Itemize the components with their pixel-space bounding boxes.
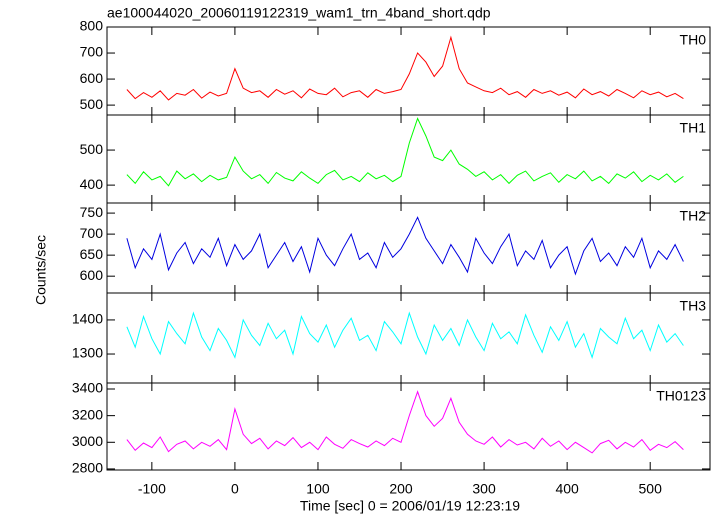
y-tick-label: 3200 bbox=[72, 406, 103, 422]
data-line bbox=[126, 35, 684, 101]
y-tick-label: 750 bbox=[80, 204, 104, 220]
y-tick-label: 3000 bbox=[72, 433, 103, 449]
x-tick-label: 400 bbox=[555, 481, 579, 497]
x-tick-label: 200 bbox=[389, 481, 413, 497]
y-tick-label: 600 bbox=[80, 267, 104, 283]
x-tick-label: 0 bbox=[231, 481, 239, 497]
panel-label: TH2 bbox=[680, 208, 707, 224]
data-line bbox=[126, 390, 684, 454]
panel-frame bbox=[106, 26, 711, 116]
data-line bbox=[126, 117, 684, 187]
y-tick-label: 1300 bbox=[72, 345, 103, 361]
panel-frame bbox=[106, 292, 711, 384]
panel-label: TH0 bbox=[680, 32, 707, 48]
y-tick-label: 3400 bbox=[72, 380, 103, 396]
y-tick-label: 1400 bbox=[72, 311, 103, 327]
x-tick-label: 500 bbox=[639, 481, 663, 497]
y-axis-label: Counts/sec bbox=[33, 235, 49, 305]
data-line bbox=[126, 216, 684, 276]
panel-label: TH1 bbox=[680, 120, 707, 136]
x-tick-label: 300 bbox=[472, 481, 496, 497]
y-tick-label: 2800 bbox=[72, 460, 103, 476]
y-tick-label: 500 bbox=[80, 96, 104, 112]
y-tick-label: 650 bbox=[80, 246, 104, 262]
y-tick-label: 400 bbox=[80, 176, 104, 192]
x-tick-label: -100 bbox=[138, 481, 166, 497]
x-axis-label: Time [sec] 0 = 2006/01/19 12:23:19 bbox=[300, 498, 520, 514]
data-line bbox=[126, 311, 684, 360]
panel-label: TH3 bbox=[680, 298, 707, 314]
panel-frame bbox=[106, 382, 711, 471]
y-tick-label: 600 bbox=[80, 70, 104, 86]
y-tick-label: 700 bbox=[80, 44, 104, 60]
panel-frame bbox=[106, 114, 711, 204]
panel-label: TH0123 bbox=[656, 388, 706, 404]
x-tick-label: 100 bbox=[306, 481, 330, 497]
y-tick-label: 800 bbox=[80, 18, 104, 34]
y-tick-label: 500 bbox=[80, 141, 104, 157]
chart-title: ae100044020_20060119122319_wam1_trn_4ban… bbox=[107, 5, 491, 21]
panel-frame bbox=[106, 202, 711, 294]
y-tick-label: 700 bbox=[80, 225, 104, 241]
